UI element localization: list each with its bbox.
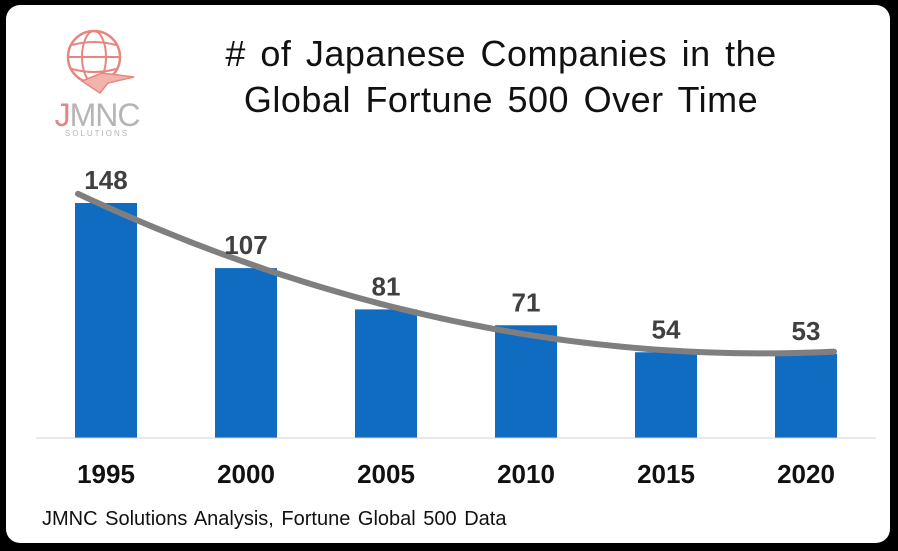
chart-frame: JMNC SOLUTIONS # of Japanese Companies i… <box>6 5 890 543</box>
data-label-1995: 148 <box>84 165 127 195</box>
data-label-2020: 53 <box>792 316 821 346</box>
data-label-2005: 81 <box>372 271 401 301</box>
bar-2020 <box>775 353 837 438</box>
x-tick-label-2020: 2020 <box>777 459 835 489</box>
chart-title: # of Japanese Companies in the Global Fo… <box>176 31 826 123</box>
jmnc-logo: JMNC SOLUTIONS <box>42 23 152 143</box>
bar-2000 <box>215 268 277 438</box>
data-label-2000: 107 <box>224 230 267 260</box>
x-tick-label-2005: 2005 <box>357 459 415 489</box>
x-tick-label-2015: 2015 <box>637 459 695 489</box>
chart-title-line-2: Global Fortune 500 Over Time <box>243 79 759 120</box>
logo-wordmark: JMNC <box>54 97 141 133</box>
chart-title-line-1: # of Japanese Companies in the <box>225 33 777 74</box>
bar-2015 <box>635 352 697 438</box>
globe-bird-icon <box>66 29 135 95</box>
x-tick-label-2000: 2000 <box>217 459 275 489</box>
bar-2005 <box>355 309 417 438</box>
source-note: JMNC Solutions Analysis, Fortune Global … <box>42 508 507 530</box>
bar-1995 <box>75 203 137 438</box>
data-label-2015: 54 <box>652 314 681 344</box>
x-tick-label-2010: 2010 <box>497 459 555 489</box>
x-tick-label-1995: 1995 <box>77 459 135 489</box>
bar-chart: 148 107 81 71 54 53 1995 2000 2005 2010 2015 2020 <box>36 165 876 489</box>
logo-tagline: SOLUTIONS <box>64 129 130 138</box>
trendline <box>75 190 837 357</box>
data-label-2010: 71 <box>512 287 541 317</box>
bar-2010 <box>495 325 557 438</box>
